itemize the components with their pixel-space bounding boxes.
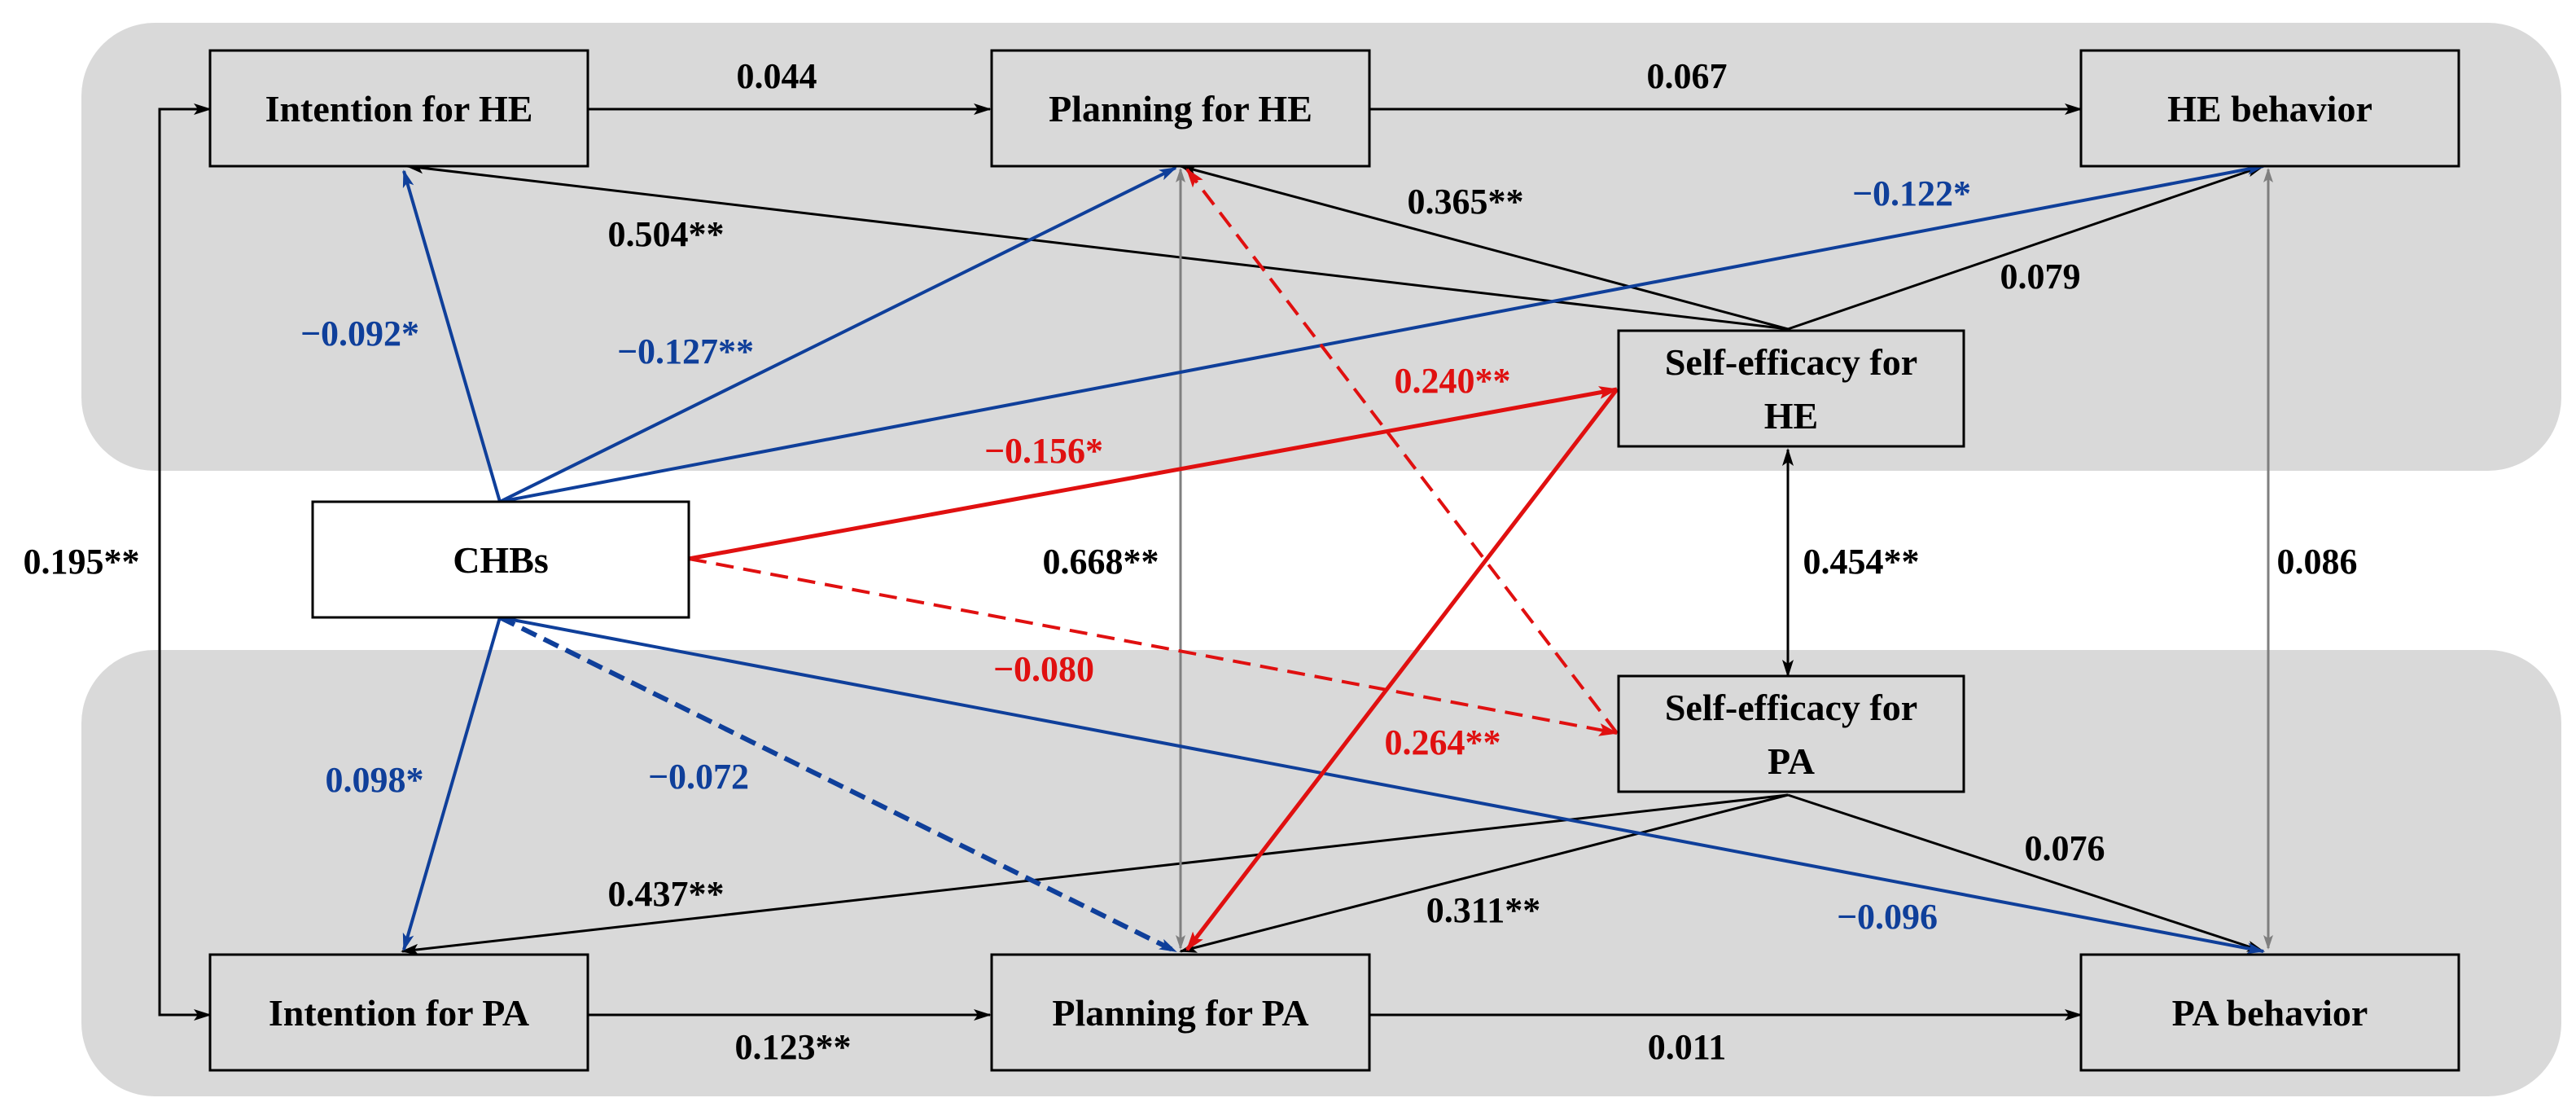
node-he-behavior: HE behavior (2079, 49, 2460, 168)
node-chbs: CHBs (311, 500, 690, 619)
arrow-selfeff-pa-to-planning-pa (1179, 793, 1789, 953)
node-he-behavior-label: HE behavior (2167, 88, 2372, 130)
arrow-chbs-to-intention-pa (402, 617, 502, 951)
arrow-chbs-to-intention-he (402, 169, 502, 503)
coef-chbs-to-planning-he: −0.127** (617, 332, 754, 371)
coef-selfeff-pa-to-planning-pa: 0.311** (1426, 890, 1541, 930)
coef-planning-pa-to-pa-behavior: 0.011 (1648, 1027, 1727, 1067)
node-self-efficacy-pa: Self-efficacy for PA (1617, 674, 1965, 793)
node-self-efficacy-pa-label-line2: PA (1768, 740, 1815, 782)
node-pa-behavior-label: PA behavior (2172, 992, 2368, 1034)
node-self-efficacy-he-label-line1: Self-efficacy for (1665, 341, 1917, 383)
coef-planning-he-planning-pa: 0.668** (1043, 542, 1159, 582)
node-self-efficacy-he-label-line2: HE (1764, 395, 1818, 437)
node-self-efficacy-he: Self-efficacy for HE (1617, 329, 1965, 448)
node-intention-he-label: Intention for HE (265, 88, 533, 130)
coef-selfeff-he-selfeff-pa: 0.454** (1803, 542, 1920, 582)
arrow-chbs-to-selfeff-pa (688, 557, 1619, 736)
coef-intention-pa-to-planning-pa: 0.123** (735, 1027, 852, 1067)
coef-intention-he-intention-pa: 0.195** (24, 542, 140, 582)
node-planning-pa-label: Planning for PA (1052, 992, 1308, 1034)
arrow-selfeff-pa-to-pa-behavior (1787, 793, 2265, 953)
coef-chbs-to-selfeff-pa: −0.080 (993, 649, 1094, 689)
connector-intention-he-intention-pa (158, 103, 212, 1021)
coef-selfeff-pa-to-planning-he: 0.240** (1395, 361, 1511, 401)
coef-selfeff-pa-to-intention-pa: 0.437** (608, 874, 725, 914)
node-intention-he: Intention for HE (208, 49, 589, 168)
coef-selfeff-he-to-he-behavior: 0.079 (2000, 257, 2081, 296)
coef-chbs-to-intention-he: −0.092* (300, 314, 419, 354)
node-chbs-label: CHBs (453, 539, 549, 581)
coef-selfeff-he-to-planning-pa: 0.264** (1385, 722, 1501, 762)
arrow-chbs-to-planning-pa (498, 615, 1177, 954)
node-planning-pa: Planning for PA (990, 953, 1371, 1072)
coef-planning-he-to-he-behavior: 0.067 (1647, 56, 1728, 96)
node-self-efficacy-pa-label-line1: Self-efficacy for (1665, 687, 1917, 728)
coef-selfeff-he-to-intention-he: 0.504** (608, 214, 725, 254)
coef-selfeff-pa-to-pa-behavior: 0.076 (2025, 828, 2105, 868)
node-planning-he-label: Planning for HE (1049, 88, 1312, 130)
coef-chbs-to-planning-pa: −0.072 (648, 757, 749, 797)
coef-chbs-to-pa-behavior: −0.096 (1837, 897, 1938, 937)
arrow-chbs-to-selfeff-he (688, 386, 1619, 561)
arrow-selfeff-he-to-planning-he (1179, 165, 1789, 331)
coef-chbs-to-he-behavior: −0.122* (1852, 173, 1971, 213)
node-intention-pa: Intention for PA (208, 953, 589, 1072)
coef-intention-he-to-planning-he: 0.044 (737, 56, 817, 96)
arrow-selfeff-pa-to-planning-he (1185, 168, 1619, 735)
coef-chbs-to-selfeff-he: −0.156* (984, 431, 1103, 471)
arrow-chbs-to-he-behavior (499, 163, 2265, 503)
node-planning-he: Planning for HE (990, 49, 1371, 168)
node-intention-pa-label: Intention for PA (269, 992, 529, 1034)
arrow-chbs-to-pa-behavior (499, 616, 2265, 955)
node-pa-behavior: PA behavior (2079, 953, 2460, 1072)
coef-selfeff-he-to-planning-he: 0.365** (1408, 182, 1524, 222)
coef-chbs-to-intention-pa: 0.098* (326, 760, 424, 800)
arrow-chbs-to-planning-he (499, 166, 1177, 503)
arrow-selfeff-he-to-he-behavior (1787, 165, 2265, 331)
arrow-selfeff-he-to-planning-pa (1185, 388, 1619, 951)
arrow-selfeff-pa-to-intention-pa (401, 793, 1789, 955)
coef-he-behavior-pa-behavior: 0.086 (2277, 542, 2358, 582)
